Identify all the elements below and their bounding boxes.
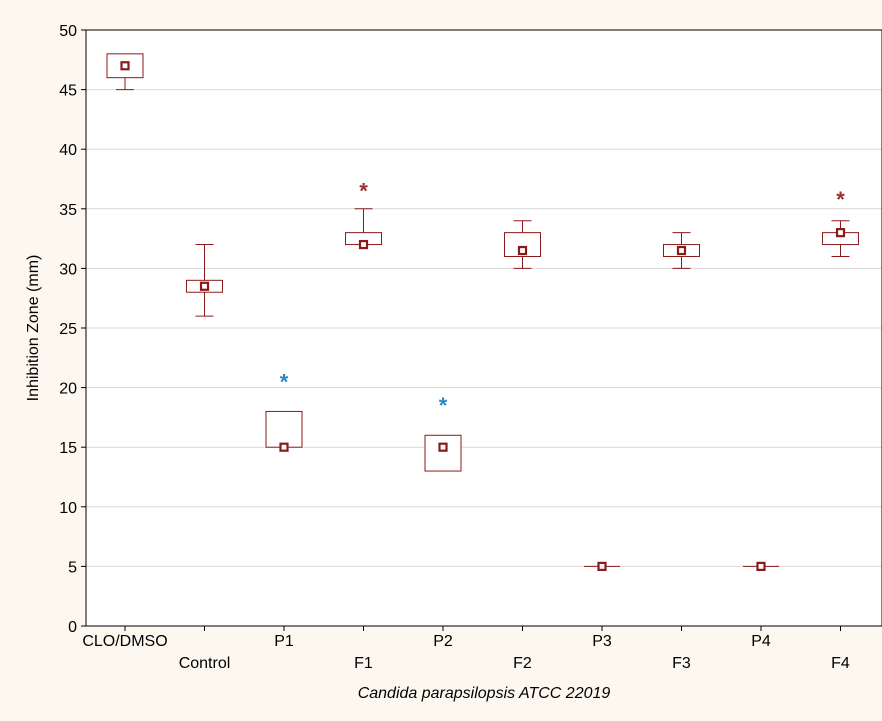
y-tick-label: 5 (68, 559, 77, 576)
y-tick-label: 25 (59, 321, 77, 338)
significance-asterisk: * (359, 179, 368, 204)
box-clo-dmso (106, 53, 144, 91)
x-tick-label: P3 (592, 633, 612, 650)
y-tick-label: 10 (59, 500, 77, 517)
box-p2 (424, 434, 462, 472)
significance-asterisk: * (439, 393, 448, 418)
median-marker (835, 228, 846, 238)
significance-asterisk: * (836, 187, 845, 212)
boxes-group (106, 53, 859, 572)
box-p1 (265, 410, 303, 452)
x-axis-ticks: CLO/DMSO Control P1 F1 P2 F2 P3 F3 P4 F4 (82, 626, 850, 672)
box-f3 (663, 232, 700, 269)
x-tick-label: P2 (433, 633, 453, 650)
box-p4 (743, 561, 779, 572)
median-marker (676, 245, 687, 256)
y-tick-label: 30 (59, 261, 77, 278)
median-marker (120, 61, 130, 71)
box-iqr (265, 410, 303, 448)
x-tick-label: F3 (672, 655, 691, 672)
y-tick-label: 0 (68, 619, 77, 636)
x-axis-label: Candida parapsilopsis ATCC 22019 (358, 685, 611, 702)
box-f2 (504, 220, 541, 269)
y-tick-label: 15 (59, 440, 77, 457)
x-tick-label: P1 (274, 633, 294, 650)
x-tick-label: F2 (513, 655, 532, 672)
box-control (186, 244, 223, 317)
box-f4 (822, 220, 859, 257)
median-marker (517, 245, 528, 256)
x-tick-label: P4 (751, 633, 771, 650)
y-axis-label: Inhibition Zone (mm) (25, 255, 42, 402)
median-marker (279, 442, 289, 452)
box-iqr (504, 232, 541, 257)
median-marker (438, 442, 448, 452)
significance-asterisk: * (280, 369, 289, 394)
median-marker (199, 281, 210, 291)
gridlines (86, 89, 882, 567)
y-tick-label: 35 (59, 202, 77, 219)
x-tick-label: F1 (354, 655, 373, 672)
median-marker (358, 239, 369, 250)
x-tick-label: CLO/DMSO (82, 633, 167, 650)
x-tick-label: F4 (831, 655, 850, 672)
y-tick-label: 20 (59, 381, 77, 398)
y-tick-label: 45 (59, 83, 77, 100)
box-p3 (584, 561, 620, 572)
y-tick-label: 40 (59, 142, 77, 159)
median-marker (756, 561, 766, 572)
median-marker (597, 561, 607, 572)
y-tick-label: 50 (59, 23, 77, 40)
box-f1 (345, 208, 382, 250)
y-axis-ticks: 0 5 10 15 20 25 30 35 40 45 50 (59, 23, 86, 636)
annotations-group: * * * * (280, 179, 846, 419)
box-iqr (424, 434, 462, 472)
x-tick-label: Control (179, 655, 231, 672)
